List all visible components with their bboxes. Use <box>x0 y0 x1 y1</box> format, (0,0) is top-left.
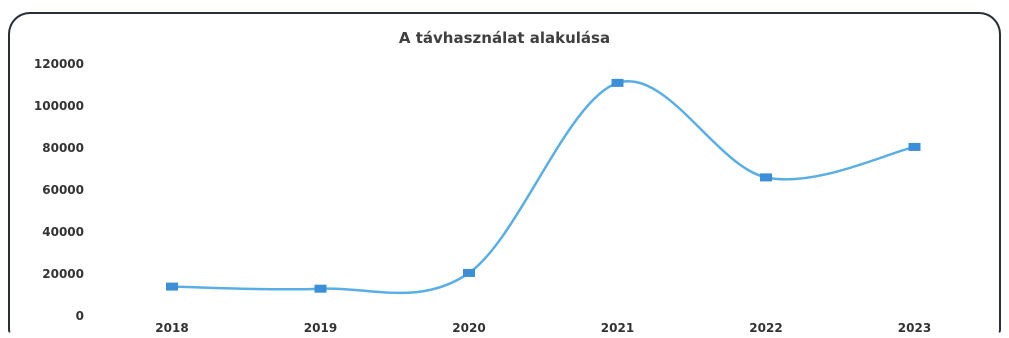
data-point-marker <box>463 268 475 277</box>
y-axis-ticks: 0 20000 40000 60000 80000 100000 120000 <box>34 57 84 323</box>
y-tick-label: 0 <box>76 309 84 323</box>
x-axis-ticks: 2018 2019 2020 2021 2022 2023 <box>155 321 931 335</box>
data-point-marker <box>166 282 178 291</box>
series-group <box>166 78 921 295</box>
x-tick-label: 2021 <box>601 321 634 335</box>
x-tick-label: 2022 <box>749 321 782 335</box>
x-tick-label: 2020 <box>452 321 485 335</box>
y-tick-label: 80000 <box>42 141 84 155</box>
x-tick-label: 2018 <box>155 321 188 335</box>
data-point-marker <box>611 78 624 87</box>
chart-title: A távhasználat alakulása <box>398 29 611 47</box>
y-tick-label: 60000 <box>42 183 84 197</box>
data-point-marker <box>908 142 921 151</box>
y-tick-label: 120000 <box>34 57 84 71</box>
x-tick-label: 2019 <box>304 321 337 335</box>
y-tick-label: 20000 <box>42 267 84 281</box>
series-line <box>171 79 915 295</box>
y-tick-label: 40000 <box>42 225 84 239</box>
x-tick-label: 2023 <box>898 321 931 335</box>
y-tick-label: 100000 <box>34 99 84 113</box>
data-point-marker <box>314 284 327 293</box>
data-point-marker <box>760 173 772 182</box>
